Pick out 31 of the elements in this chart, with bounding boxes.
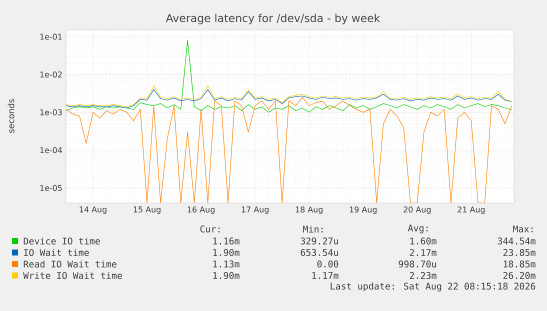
text: 1.17m bbox=[312, 272, 338, 279]
text: 0.00 bbox=[317, 260, 338, 268]
line-series bbox=[66, 89, 512, 108]
text: Cur: bbox=[200, 226, 220, 232]
y-axis-title: seconds bbox=[8, 99, 14, 133]
text: 1.13m bbox=[213, 260, 240, 268]
text: 26.20m bbox=[503, 272, 536, 279]
text: Avg: bbox=[408, 224, 428, 234]
line-series bbox=[66, 86, 512, 108]
line-series bbox=[66, 40, 512, 113]
legend-label: Device IO time bbox=[24, 237, 100, 245]
text: 2.23m bbox=[410, 272, 436, 279]
text: Min: bbox=[303, 226, 323, 232]
text: Last update: Sat Aug 22 08:15:18 2026 bbox=[330, 282, 536, 292]
text: 344.54m bbox=[498, 238, 536, 244]
chart-title: Average latency for /dev/sda - by week bbox=[166, 14, 380, 24]
text: 23.85m bbox=[503, 249, 536, 256]
text: 18.85m bbox=[504, 260, 536, 268]
text: 329.27u bbox=[300, 238, 338, 244]
legend-label: IO Wait time bbox=[24, 248, 89, 256]
text: 998.70u bbox=[398, 260, 436, 268]
legend-label: Read IO Wait time bbox=[24, 260, 116, 268]
line-series bbox=[66, 96, 512, 203]
legend-label: Write IO Wait time bbox=[23, 272, 122, 280]
text: 1.60m bbox=[410, 238, 436, 244]
text: Max: bbox=[513, 226, 533, 232]
text: 1.90m bbox=[213, 272, 240, 279]
text: 2.17m bbox=[410, 249, 436, 256]
text: 1.16m bbox=[213, 238, 240, 244]
text: 653.54u bbox=[300, 249, 338, 256]
text: 1.90m bbox=[213, 249, 240, 256]
